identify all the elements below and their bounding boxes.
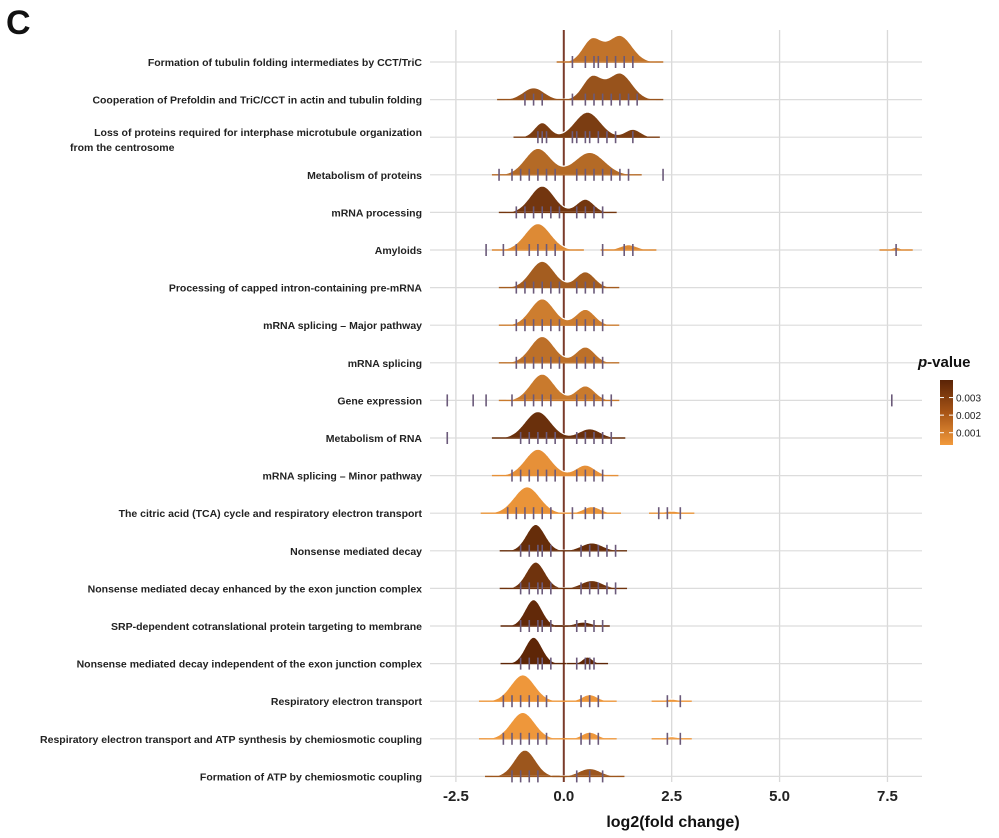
pathway-label: mRNA splicing bbox=[348, 358, 422, 370]
ridge-group bbox=[498, 335, 620, 369]
pathway-label: mRNA splicing – Major pathway bbox=[263, 320, 422, 332]
ridge-group bbox=[513, 111, 660, 144]
pathway-label: Respiratory electron transport bbox=[271, 696, 423, 708]
pathway-label: mRNA processing bbox=[331, 207, 422, 219]
ridge-group bbox=[499, 561, 628, 595]
density-ridge bbox=[506, 260, 612, 289]
ridge-group bbox=[491, 448, 619, 482]
ridge-group bbox=[485, 222, 913, 256]
pathway-label: mRNA splicing – Minor pathway bbox=[263, 471, 423, 483]
legend-title-p: p bbox=[917, 354, 927, 371]
x-tick-label: 7.5 bbox=[877, 788, 898, 805]
density-ridge bbox=[499, 448, 611, 477]
pathway-label: Loss of proteins required for interphase… bbox=[94, 127, 422, 139]
ridge-group bbox=[500, 598, 610, 632]
pathway-label: Formation of tubulin folding intermediat… bbox=[148, 57, 423, 69]
ridge-group bbox=[498, 260, 620, 294]
ridge-group bbox=[498, 298, 620, 332]
density-ridge bbox=[506, 298, 612, 326]
legend-title-suffix: -value bbox=[927, 354, 970, 371]
ridge-group bbox=[497, 72, 664, 106]
density-ridge bbox=[499, 410, 618, 439]
p-value-legend: p-value 0.003 0.002 0.001 bbox=[917, 354, 981, 445]
ridge-group bbox=[446, 410, 626, 444]
pathway-label: Nonsense mediated decay independent of t… bbox=[77, 659, 423, 671]
pathway-labels: Formation of tubulin folding intermediat… bbox=[40, 57, 422, 783]
density-ridge bbox=[559, 767, 617, 777]
pathway-label: The citric acid (TCA) cycle and respirat… bbox=[119, 508, 423, 520]
pathway-label-line2: from the centrosome bbox=[70, 142, 175, 154]
pathway-label: Nonsense mediated decay enhanced by the … bbox=[88, 583, 422, 595]
x-axis: -2.5 0.0 2.5 5.0 7.5 bbox=[443, 788, 898, 805]
ridge-group bbox=[480, 486, 695, 520]
ridge-group bbox=[446, 373, 893, 407]
pathway-label: Nonsense mediated decay bbox=[290, 546, 422, 558]
density-ridge bbox=[608, 244, 649, 251]
ridge-group bbox=[478, 711, 692, 745]
density-ridge bbox=[492, 749, 560, 777]
density-ridge bbox=[486, 674, 560, 702]
density-ridge bbox=[506, 373, 612, 401]
pathway-label: Cooperation of Prefoldin and TriC/CCT in… bbox=[92, 95, 422, 107]
density-ridge bbox=[520, 111, 653, 138]
pathway-label: Processing of capped intron-containing p… bbox=[169, 283, 423, 295]
ridge-group bbox=[478, 674, 692, 708]
density-ridge bbox=[506, 335, 612, 364]
ridges bbox=[446, 34, 913, 783]
ridge-group bbox=[499, 523, 628, 557]
pathway-label: Respiratory electron transport and ATP s… bbox=[40, 734, 422, 746]
pathway-label: SRP-dependent cotranslational protein ta… bbox=[111, 621, 422, 633]
x-axis-title: log2(fold change) bbox=[606, 814, 739, 831]
grid-lines bbox=[430, 30, 922, 782]
pathway-label: Formation of ATP by chemiosmotic couplin… bbox=[200, 771, 422, 783]
ridge-group bbox=[491, 147, 664, 181]
legend-title: p-value bbox=[917, 354, 971, 371]
ridge-group bbox=[500, 636, 609, 670]
density-ridge bbox=[564, 34, 656, 63]
x-tick-label: -2.5 bbox=[443, 788, 469, 805]
density-ridge bbox=[499, 222, 577, 251]
legend-tick-label: 0.002 bbox=[956, 411, 981, 422]
ridge-group bbox=[556, 34, 664, 68]
density-ridge bbox=[486, 711, 560, 740]
pathway-label: Metabolism of proteins bbox=[307, 170, 422, 182]
legend-tick-label: 0.003 bbox=[956, 394, 981, 405]
legend-tick-label: 0.001 bbox=[956, 429, 981, 440]
pathway-label: Amyloids bbox=[375, 245, 422, 257]
ridge-group bbox=[485, 749, 625, 783]
density-ridge bbox=[506, 185, 610, 213]
density-ridge bbox=[574, 656, 601, 665]
pathway-label: Gene expression bbox=[337, 395, 422, 407]
x-tick-label: 2.5 bbox=[661, 788, 682, 805]
density-ridge bbox=[507, 598, 561, 627]
x-tick-label: 0.0 bbox=[553, 788, 574, 805]
legend-colorbar bbox=[940, 380, 953, 445]
pathway-label: Metabolism of RNA bbox=[326, 433, 423, 445]
density-ridge bbox=[562, 621, 603, 627]
ridge-group bbox=[498, 185, 617, 219]
x-tick-label: 5.0 bbox=[769, 788, 790, 805]
panel-letter: C bbox=[6, 4, 31, 42]
density-ridge bbox=[504, 72, 656, 101]
density-ridge bbox=[499, 147, 635, 176]
